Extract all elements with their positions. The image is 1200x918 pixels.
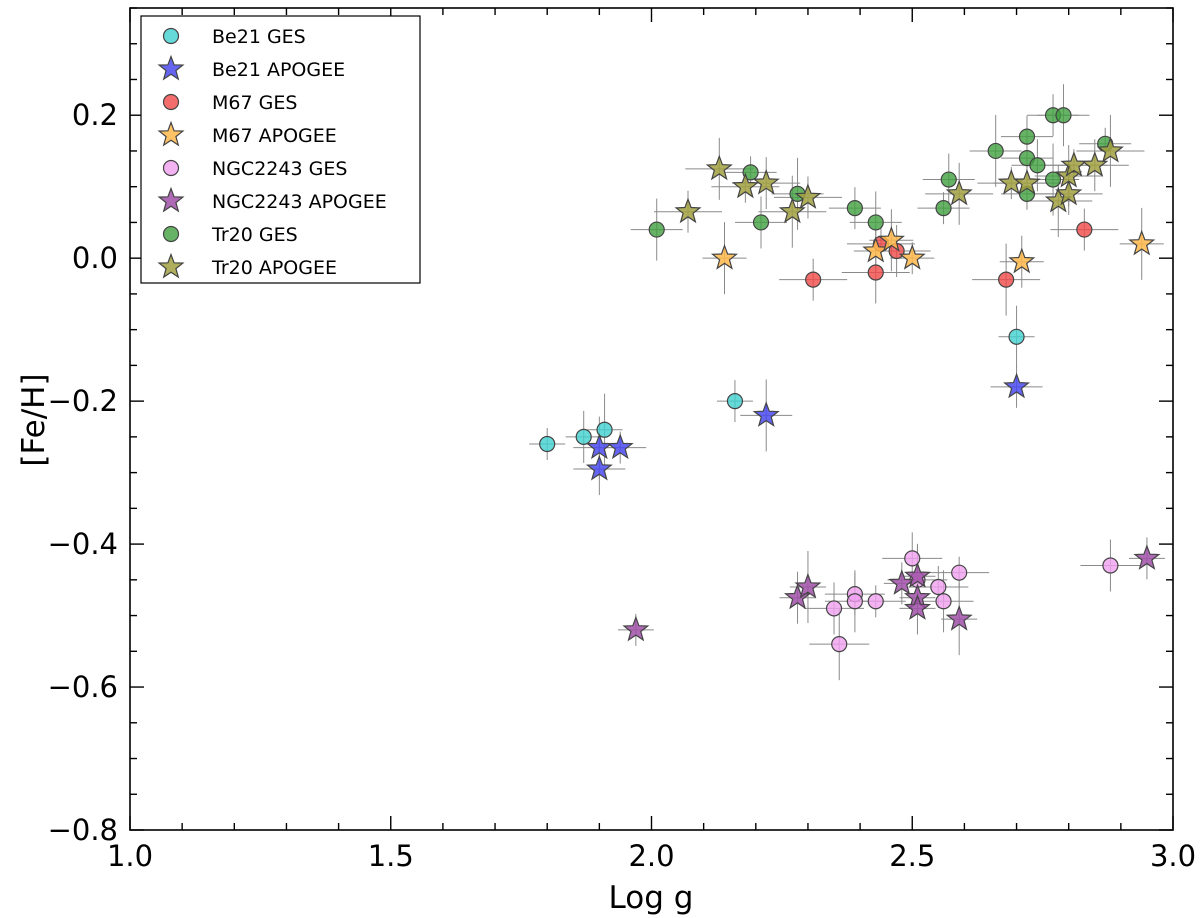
legend-label-m67-ges: M67 GES [212,92,297,114]
y-tick-label: −0.8 [48,813,118,847]
legend-label-be21-apogee: Be21 APOGEE [212,59,345,81]
legend-marker-tr20-apogee [157,252,185,279]
point-tr20-apogee [1096,136,1124,163]
x-tick-label: 3.0 [1150,839,1196,873]
legend-label-m67-apogee: M67 APOGEE [212,125,337,147]
legend-marker-ngc2243-ges [162,159,180,177]
point-ngc2243-ges [935,593,952,610]
point-tr20-ges [742,164,759,181]
point-m67-apogee [898,243,926,270]
point-tr20-apogee [1055,179,1083,206]
point-m67-apogee [1128,229,1156,256]
point-tr20-ges [867,214,884,231]
legend: Be21 GES Be21 APOGEE M67 GES M67 APOGEE NGC2… [140,15,421,284]
legend-marker-m67-ges [162,93,180,111]
point-be21-apogee [585,454,613,481]
point-m67-apogee [877,226,905,252]
point-ngc2243-ges [846,593,863,610]
legend-marker-be21-ges [162,27,180,45]
point-m67-apogee [710,243,739,270]
legend-label-be21-ges: Be21 GES [212,26,306,48]
legend-marker-m67-apogee [157,120,185,147]
y-tick-label: −0.2 [48,384,118,418]
point-m67-ges [805,271,822,288]
point-m67-apogee [1008,247,1036,274]
point-tr20-ges [987,142,1004,160]
point-ngc2243-ges [867,593,884,610]
point-tr20-ges [1029,157,1046,174]
point-ngc2243-ges [904,550,921,567]
point-ngc2243-apogee [903,562,932,588]
point-tr20-apogee [1013,168,1041,195]
legend-label-ngc2243-ges: NGC2243 GES [212,158,347,180]
point-tr20-ges [1018,128,1036,145]
point-m67-ges [867,264,884,281]
tick-labels: 1.0 1.5 2.0 2.5 3.0 −0.8 −0.6 −0.4 −0.2 0.0 0.2 [48,98,1196,873]
point-be21-ges [539,435,556,453]
point-tr20-apogee [945,179,973,206]
point-be21-apogee [606,433,634,460]
point-m67-ges [998,271,1015,288]
point-tr20-apogee [794,183,822,209]
legend-marker-be21-apogee [157,54,185,81]
legend-label-tr20-apogee: Tr20 APOGEE [211,257,337,279]
y-tick-label: 0.2 [72,98,118,132]
y-tick-label: 0.0 [72,241,118,275]
point-ngc2243-ges [831,636,848,653]
point-ngc2243-ges [825,600,843,617]
point-ngc2243-ges [1102,557,1119,574]
legend-label-ngc2243-apogee: NGC2243 APOGEE [212,191,387,213]
point-tr20-apogee [752,168,780,195]
point-ngc2243-apogee [794,572,822,599]
point-ngc2243-ges [951,564,968,581]
point-tr20-ges [648,221,665,238]
x-tick-label: 2.0 [628,839,674,873]
point-tr20-ges [1044,171,1062,188]
point-tr20-apogee [731,172,759,199]
data-markers [539,107,1161,653]
point-be21-apogee [1003,372,1031,399]
point-tr20-ges [935,200,952,217]
point-ngc2243-apogee [622,615,650,642]
point-be21-ges [596,421,613,438]
point-ngc2243-ges [930,578,947,596]
point-tr20-apogee [674,197,702,224]
legend-label-tr20-ges: Tr20 GES [211,224,298,246]
y-tick-label: −0.6 [48,670,118,704]
point-be21-ges [726,393,744,410]
point-tr20-ges [940,171,957,188]
point-ngc2243-apogee [903,594,932,620]
y-axis-label: [Fe/H] [16,373,52,466]
legend-marker-ngc2243-apogee [157,186,185,213]
point-ngc2243-apogee [945,604,973,631]
point-m67-ges [1076,221,1093,238]
point-ngc2243-apogee [888,569,916,595]
point-tr20-apogee [705,154,733,181]
x-tick-label: 1.0 [107,839,153,873]
y-tick-label: −0.4 [48,527,118,561]
point-ngc2243-apogee [1133,544,1161,570]
legend-box [140,15,421,284]
point-tr20-ges [752,214,770,231]
x-axis-label: Log g [609,880,694,916]
point-be21-ges [1008,328,1025,345]
x-tick-label: 1.5 [368,839,414,873]
point-be21-apogee [752,401,780,427]
plot-frame [129,7,1174,831]
point-tr20-ges [846,200,863,217]
x-tick-label: 2.5 [889,839,935,873]
point-tr20-ges [1055,107,1072,124]
legend-marker-tr20-ges [162,225,180,243]
point-be21-ges [575,428,592,445]
